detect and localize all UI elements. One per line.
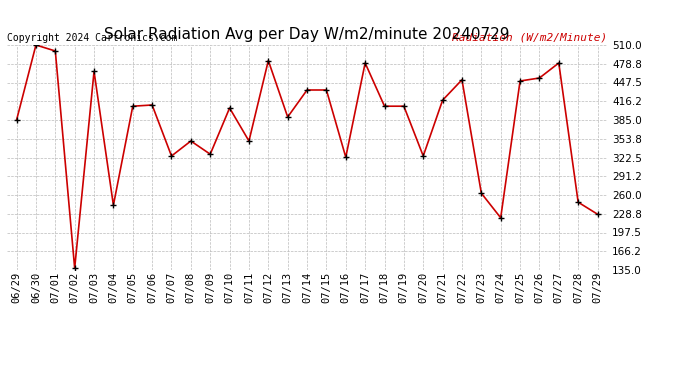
Title: Solar Radiation Avg per Day W/m2/minute 20240729: Solar Radiation Avg per Day W/m2/minute … — [104, 27, 510, 42]
Text: Radiation (W/m2/Minute): Radiation (W/m2/Minute) — [452, 33, 607, 43]
Text: Copyright 2024 Cartronics.com: Copyright 2024 Cartronics.com — [7, 33, 177, 43]
